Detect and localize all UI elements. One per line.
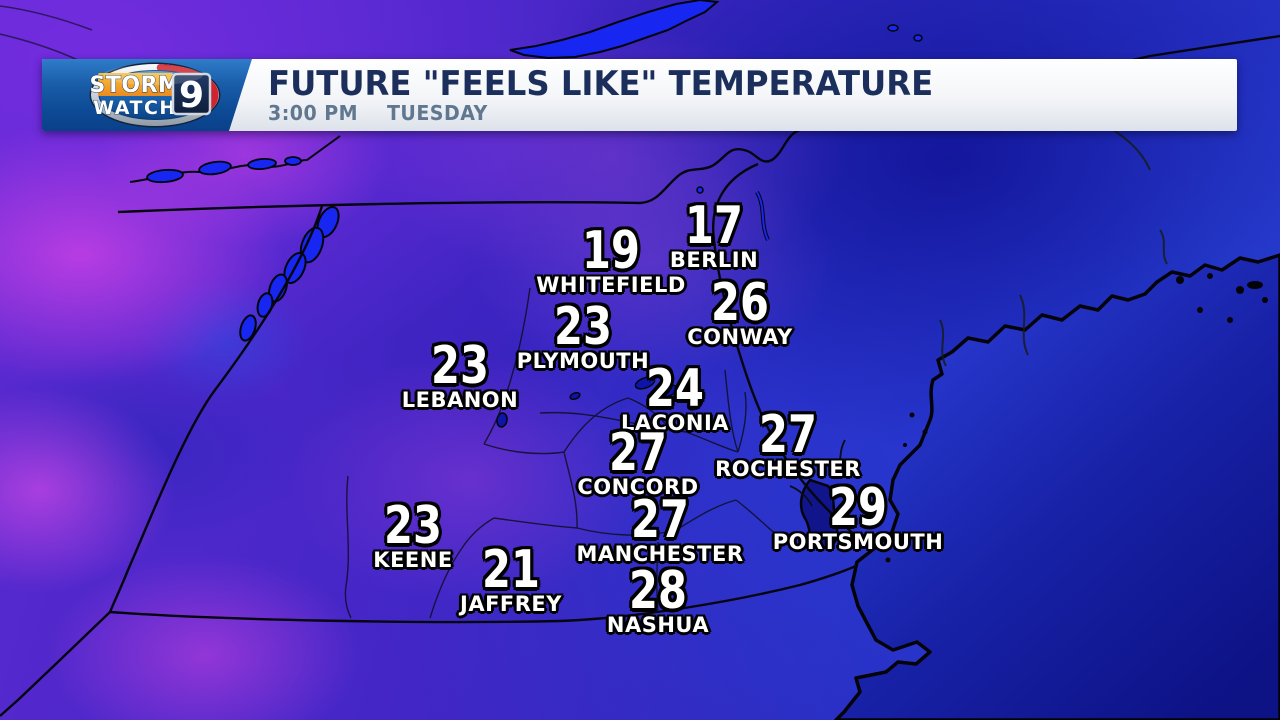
city-name: NASHUA bbox=[606, 613, 710, 637]
page-title-text: FUTURE "FEELS LIKE" TEMPERATURE bbox=[268, 64, 934, 104]
storm-watch-9-logo: STORM WATCH 9 bbox=[89, 62, 221, 128]
station-berlin: 17 BERLIN bbox=[669, 196, 759, 272]
station-plymouth: 23 PLYMOUTH bbox=[516, 297, 650, 373]
logo-orange-box bbox=[98, 73, 173, 96]
banner: STORM WATCH 9 FUTURE "FEELS LIKE" TEMPER… bbox=[42, 59, 1237, 131]
logo-watch-text: WATCH bbox=[93, 97, 177, 119]
logo-nine-text: 9 bbox=[179, 75, 204, 116]
station-nashua: 28 NASHUA bbox=[606, 561, 710, 637]
logo-nine-box bbox=[171, 72, 212, 116]
station-concord: 27 CONCORD bbox=[577, 423, 699, 499]
city-name: MANCHESTER bbox=[576, 542, 744, 566]
city-name: WHITEFIELD bbox=[536, 273, 686, 297]
temperature-value: 27 bbox=[609, 423, 667, 483]
small-lakes-north bbox=[696, 24, 923, 194]
station-keene: 23 KEENE bbox=[373, 496, 453, 572]
atlantic-ocean bbox=[834, 253, 1280, 720]
city-name: CONWAY bbox=[687, 325, 793, 349]
forecast-day: TUESDAY bbox=[386, 101, 488, 125]
lake-cluster bbox=[239, 206, 340, 342]
border-lakes bbox=[146, 156, 302, 184]
station-manchester: 27 MANCHESTER bbox=[576, 490, 744, 566]
county-borders bbox=[344, 287, 781, 619]
androscoggin-river bbox=[756, 191, 769, 241]
temperature-value: 27 bbox=[759, 405, 817, 465]
city-name: KEENE bbox=[373, 548, 453, 572]
city-name: LEBANON bbox=[401, 388, 519, 412]
great-bay bbox=[799, 478, 839, 550]
page-title: FUTURE "FEELS LIKE" TEMPERATURE bbox=[268, 64, 968, 104]
station-whitefield: 19 WHITEFIELD bbox=[536, 221, 686, 297]
station-laconia: 24 LACONIA bbox=[620, 359, 730, 435]
bay-rivers bbox=[789, 439, 846, 507]
city-name: PORTSMOUTH bbox=[772, 530, 944, 554]
city-name: PLYMOUTH bbox=[516, 349, 650, 373]
city-name: JAFFREY bbox=[460, 592, 562, 616]
city-name: BERLIN bbox=[669, 248, 759, 272]
logo-gloss bbox=[103, 65, 203, 85]
station-jaffrey: 21 JAFFREY bbox=[460, 540, 562, 616]
temperature-value: 21 bbox=[482, 540, 540, 600]
minor-rivers bbox=[939, 127, 1168, 367]
station-rochester: 27 ROCHESTER bbox=[715, 405, 861, 481]
station-portsmouth: 29 PORTSMOUTH bbox=[772, 478, 944, 554]
temperature-value: 27 bbox=[631, 490, 689, 550]
temperature-value: 26 bbox=[711, 273, 769, 333]
temperature-value: 24 bbox=[646, 359, 704, 419]
coastal-islands bbox=[885, 273, 1268, 563]
city-name: CONCORD bbox=[577, 475, 699, 499]
station-lebanon: 23 LEBANON bbox=[401, 336, 519, 412]
banner-subtitle: 3:00 PM TUESDAY bbox=[268, 103, 493, 123]
temperature-value: 29 bbox=[829, 478, 887, 538]
temperature-value: 17 bbox=[685, 196, 743, 256]
temperature-value: 28 bbox=[629, 561, 687, 621]
forecast-time: 3:00 PM bbox=[268, 101, 359, 125]
logo-storm-text: STORM bbox=[90, 73, 181, 98]
city-name: ROCHESTER bbox=[715, 457, 861, 481]
station-conway: 26 CONWAY bbox=[687, 273, 793, 349]
northern-lake bbox=[509, 0, 720, 60]
temperature-value: 19 bbox=[582, 221, 640, 281]
temperature-value: 23 bbox=[554, 297, 612, 357]
temperature-value: 23 bbox=[431, 336, 489, 396]
city-name: LACONIA bbox=[620, 411, 730, 435]
temperature-value: 23 bbox=[384, 496, 442, 556]
